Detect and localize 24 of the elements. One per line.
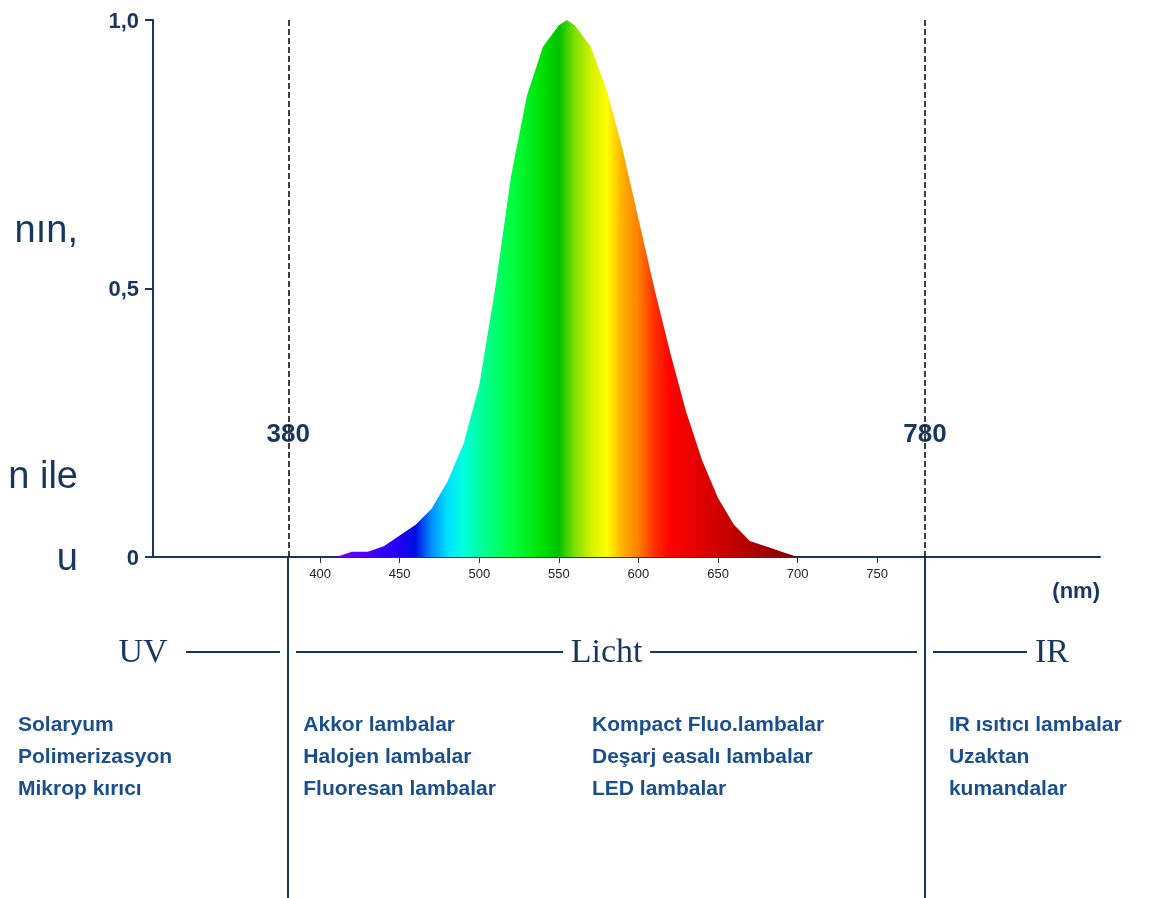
x-tick-label: 500 [468,566,491,581]
x-tick-label: 750 [866,566,889,581]
x-tick-label: 450 [388,566,411,581]
text: Licht [562,632,651,670]
x-tick-label: 700 [786,566,809,581]
ref-line-label: 780 [903,418,947,449]
x-axis-title: (nm) [1052,577,1100,603]
text: u [56,536,78,579]
x-tick-label: 400 [309,566,331,581]
text: Solaryum Polimerizasyon Mikrop kırıcı [18,711,173,801]
text: IR ısıtıcı lambalar Uzaktan kumandalar [948,711,1122,801]
x-tick-label: 550 [548,566,570,581]
ref-line-label: 380 [266,418,310,449]
x-tick-label: 650 [707,566,729,581]
text: nın, [14,208,78,251]
text: UV [110,632,176,670]
text: IR [1027,632,1077,670]
x-tick-label: 600 [627,566,650,581]
text: Akkor lambalar Halojen lambalar Fluoresan lambalar [303,711,496,801]
y-tick-label: 0 [126,544,139,570]
y-tick-label: 0,5 [108,276,139,301]
text: n ile [8,454,78,497]
text: Kompact Fluo.lambalar Deşarj easalı lambalar LED lambalar [592,711,825,801]
y-tick-label: 1,0 [108,7,139,33]
